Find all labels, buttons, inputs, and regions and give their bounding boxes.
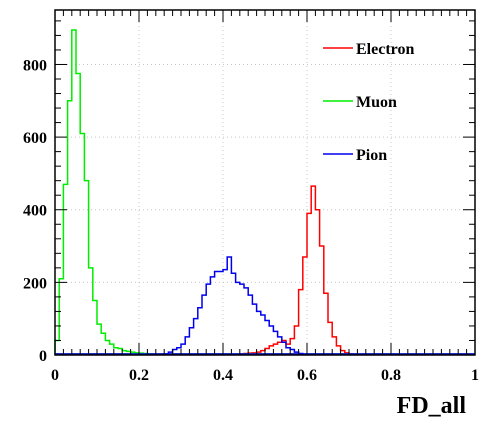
histogram-bin [210,277,214,355]
legend-entry-electron: Electron [323,41,414,58]
histogram-bin [244,288,248,355]
x-tick-label: 0 [51,367,59,384]
series-pion [55,256,475,355]
histogram-bin [219,271,223,355]
legend: Electron Muon Pion [323,41,414,164]
frame-layer [54,9,476,356]
x-tick-label: 0.4 [213,367,233,384]
y-tick-label: 800 [23,57,47,74]
histogram-bin [257,311,261,355]
plot-frame [54,9,476,356]
histogram-bin [236,282,240,355]
y-tick-label: 0 [39,348,47,365]
legend-label: Muon [356,94,397,111]
legend-label: Pion [356,147,387,164]
x-axis-title: FD_all [397,393,467,419]
legend-entry-pion: Pion [323,147,387,164]
histogram-bin [215,271,219,355]
histogram-bin [240,284,244,355]
x-tick-label: 0.8 [381,367,401,384]
y-tick-label: 200 [23,275,47,292]
histogram-bin [223,270,227,355]
series-muon [54,29,475,356]
series-step-line [230,185,359,356]
x-tick-label: 0.6 [297,367,317,384]
series-step-line [163,256,304,355]
legend-label: Electron [356,41,414,58]
x-tick-label: 1 [471,367,479,384]
y-tick-label: 600 [23,130,47,147]
histogram-bin [231,273,235,355]
tick-layer: 0 0.2 0.4 0.6 0.8 1 0 200 400 600 800 [23,10,479,384]
series-layer [54,29,475,356]
x-tick-label: 0.2 [129,367,149,384]
legend-entry-muon: Muon [323,94,397,111]
grid-layer [55,10,475,355]
y-tick-label: 400 [23,203,47,220]
